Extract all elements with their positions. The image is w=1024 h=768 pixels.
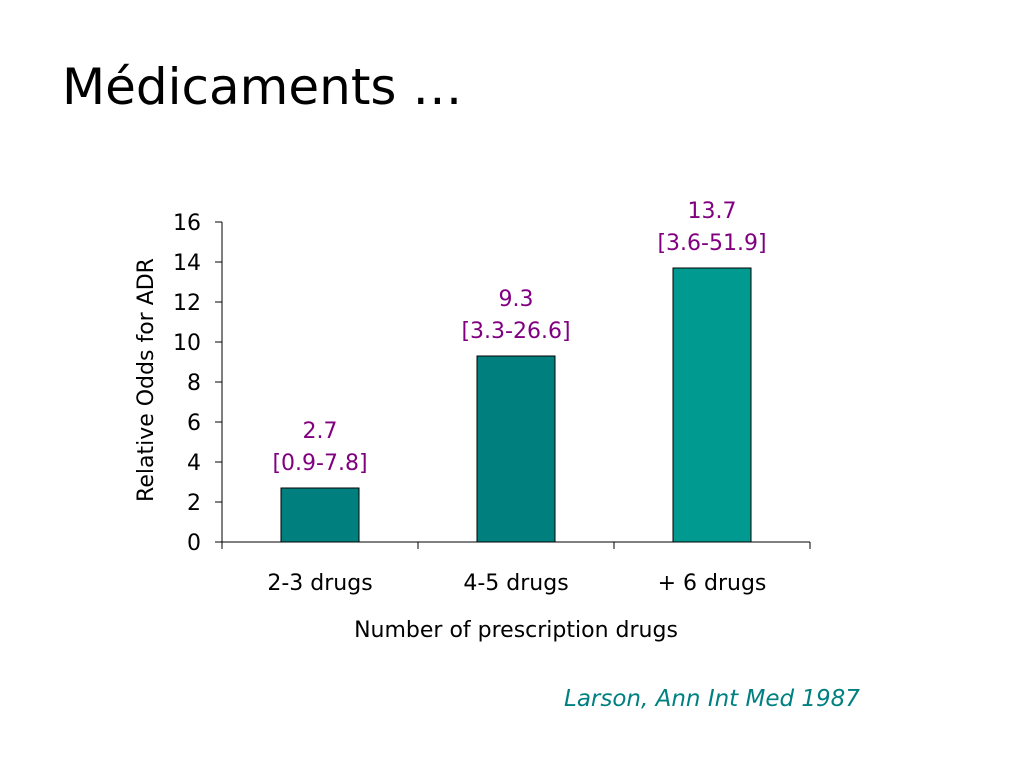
data-label-interval: [3.3-26.6] bbox=[461, 319, 570, 344]
x-axis-title: Number of prescription drugs bbox=[354, 618, 678, 643]
bar bbox=[476, 355, 556, 543]
citation: Larson, Ann Int Med 1987 bbox=[564, 686, 860, 712]
y-axis-ticks: 0 2 4 6 8 10 12 14 16 bbox=[173, 211, 222, 556]
category-labels: 2-3 drugs 4-5 drugs + 6 drugs bbox=[267, 571, 766, 596]
x-tick-label: 2-3 drugs bbox=[267, 571, 372, 596]
y-tick-label: 8 bbox=[187, 371, 201, 396]
y-tick-label: 14 bbox=[173, 251, 201, 276]
x-tick-label: + 6 drugs bbox=[658, 571, 767, 596]
data-labels: 2.7 [0.9-7.8] 9.3 [3.3-26.6] 13.7 [3.6-51.9] bbox=[272, 199, 766, 476]
y-tick-label: 2 bbox=[187, 491, 201, 516]
y-tick-label: 16 bbox=[173, 211, 201, 236]
bars bbox=[280, 267, 752, 543]
y-tick-label: 0 bbox=[187, 531, 201, 556]
x-axis-ticks bbox=[221, 542, 811, 549]
y-tick-label: 12 bbox=[173, 291, 201, 316]
x-tick-label: 4-5 drugs bbox=[463, 571, 568, 596]
y-tick-label: 6 bbox=[187, 411, 201, 436]
bar bbox=[672, 267, 752, 543]
y-tick-label: 10 bbox=[173, 331, 201, 356]
data-label-value: 2.7 bbox=[303, 419, 338, 444]
data-label-interval: [0.9-7.8] bbox=[272, 451, 367, 476]
slide-title: Médicaments … bbox=[62, 58, 463, 116]
y-axis-title: Relative Odds for ADR bbox=[134, 258, 159, 502]
data-label-value: 13.7 bbox=[688, 199, 737, 224]
bar bbox=[280, 487, 360, 543]
data-label-interval: [3.6-51.9] bbox=[657, 231, 766, 256]
y-tick-label: 4 bbox=[187, 451, 201, 476]
data-label-value: 9.3 bbox=[499, 287, 534, 312]
